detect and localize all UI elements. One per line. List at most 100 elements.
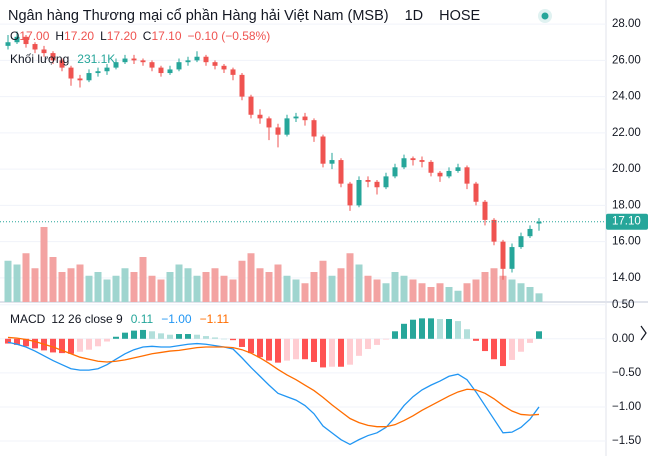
macd-hist-bar [518,338,524,352]
marks: 14.00 16.00 18.00 20.00 22.00 24.00 26.00 28.00… [0,18,648,447]
candle-body [86,73,92,81]
volume-row: Khối lượng 231.1K [10,52,115,66]
candle-body [320,136,326,164]
candle-body [275,127,281,135]
candle-body [365,180,371,182]
macd-hist-bar [230,338,236,341]
volume-bar [517,283,525,302]
status-dot [541,12,549,20]
candle-body [302,116,308,121]
macd-hist-bar [194,334,200,339]
exchange: HOSE [439,8,480,24]
change: −0.10 (−0.58%) [188,29,271,43]
candle-body [473,183,479,202]
candle-body [140,60,146,63]
ohlc-key: O [10,29,19,43]
candle-body [536,221,542,224]
volume-bar [139,257,147,302]
volume-bar [490,268,498,302]
candle-body [455,167,461,171]
volume-bar [58,272,66,302]
candle-body [41,49,47,54]
candle-body [527,228,533,237]
candle-body [383,176,389,188]
volume-bar [391,272,399,302]
candle-body [14,36,20,43]
candle-body [338,160,344,184]
volume-bar [94,272,102,302]
macd-hist-bar [374,338,380,345]
candle-body [185,60,191,63]
candle-body [356,180,362,206]
ohlc-value: 17.20 [107,29,137,43]
macd-hist-bar [266,338,272,361]
volume-bar [346,253,354,302]
candle-body [230,69,236,75]
macd-hist-bar [311,338,317,362]
candle-body [464,167,470,184]
volume-bar [85,275,93,302]
macd-row: MACD 12 26 close 9 0.11 −1.00 −1.11 [10,312,229,326]
macd-hist-bar [500,338,506,367]
volume-bar [337,268,345,302]
macd-hist-bar [464,329,470,339]
volume-bar [40,227,48,302]
y-tick-label: 16.00 [612,236,641,248]
volume-bar [535,293,543,302]
volume-bar [4,260,12,302]
macd-hist-bar [14,338,20,345]
candle-body [500,241,506,269]
candle-body [329,160,335,164]
ohlc-value: 17.20 [64,29,94,43]
volume-bar [301,283,309,302]
candle-body [32,44,38,50]
ohlc-value: 17.00 [19,29,49,43]
interval: 1D [405,8,424,24]
macd-hist-bar [203,336,209,339]
macd-hist-bar [455,321,461,339]
macd-hist-bar [491,338,497,360]
volume-bar [175,264,183,302]
title-row: Ngân hàng Thương mại cổ phần Hàng hải Vi… [8,8,481,24]
ohlc-row: O17.00 H17.20 L17.20 C17.10 −0.10 (−0.58%) [10,29,270,43]
volume-bar [283,275,291,302]
hist-value: 0.11 [131,312,154,326]
candle-body [257,114,263,119]
macd-hist-bar [95,338,101,347]
candle-body [239,74,245,97]
macd-hist-bar [185,334,191,339]
candle-body [410,158,416,161]
volume-bar [49,257,57,302]
candle-body [248,96,254,115]
candle-body [68,67,74,79]
macd-hist-bar [401,323,407,339]
candle-body [419,160,425,162]
y-tick-label: 24.00 [612,91,641,103]
macd-hist-bar [383,338,389,340]
candle-body [131,58,137,61]
macd-hist-bar [176,334,182,339]
macd-hist-bar [338,338,344,367]
candle-body [374,181,380,188]
signal-line [7,336,540,428]
candle-body [509,247,515,269]
macd-hist-bar [113,336,119,339]
volume-bar [31,268,39,302]
candle-body [122,58,128,63]
candle-body [392,167,398,177]
candle-body [518,236,524,248]
ohlc-value: 17.10 [151,29,181,43]
title: Ngân hàng Thương mại cổ phần Hàng hải Vi… [8,8,389,24]
candle-body [311,120,317,137]
macd-hist-bar [248,338,254,354]
macd-title: MACD [10,312,46,326]
candle-body [50,53,56,61]
candle-body [158,67,164,74]
candle-body [446,170,452,177]
y-tick-label: −0.50 [612,367,641,379]
volume-bar [13,264,21,302]
macd-hist-bar [320,338,326,368]
macd-hist-bar [536,331,542,339]
scroll-arrow[interactable] [640,325,647,341]
